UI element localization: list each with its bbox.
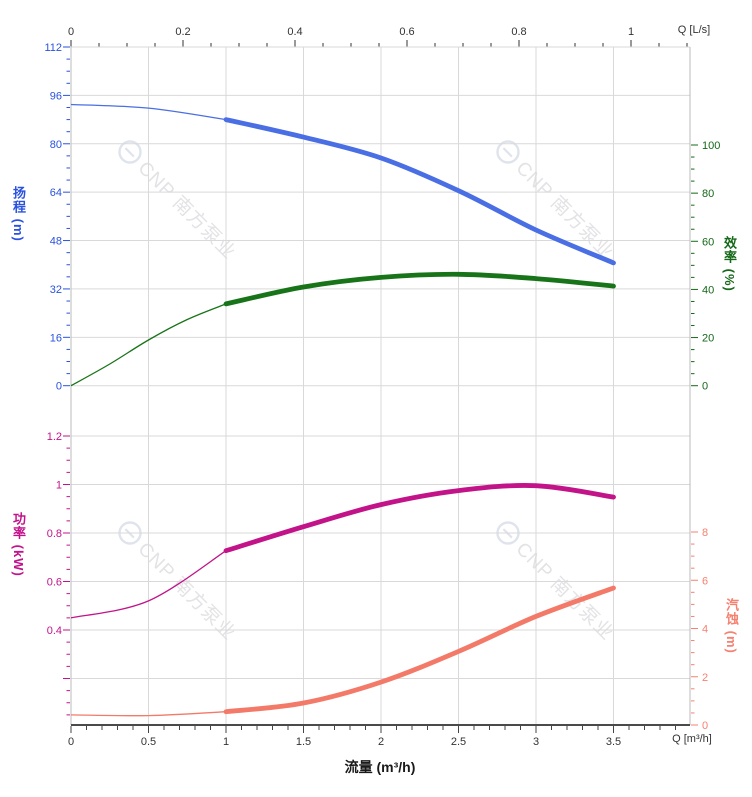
efficiency-curve [70,271,616,387]
plot-border [70,47,691,726]
power-curve [70,483,616,619]
head-curve-thin [70,103,227,121]
efficiency-axis-tick-label: 40 [702,284,714,296]
power-axis-title: 功率 (kW) [11,512,26,577]
head-axis-tick-label: 80 [50,139,62,151]
efficiency-axis-tick-label: 0 [702,381,708,393]
efficiency-curve-thick [223,271,616,307]
head-axis-tick-label: 96 [50,90,62,102]
power-curve-thick [223,483,616,554]
head-axis-tick-label: 32 [50,284,62,296]
top-axis-ticks: 0 0.2 0.4 0.6 0.8 1 [68,26,688,47]
watermark-text: CNP 南方泵业 [512,157,619,264]
power-axis-tick-label: 1.2 [47,431,62,443]
power-curve-thin [70,550,227,619]
head-axis-tick-label: 48 [50,236,62,248]
bottom-axis-tick-label: 1 [223,736,229,748]
bottom-axis-tick-label: 3 [533,736,539,748]
power-axis-tick-label: 0.6 [47,577,62,589]
head-axis-title: 扬程 (m) [11,186,26,242]
head-curve-thick [223,117,616,266]
bottom-axis-tick-label: 1.5 [296,736,311,748]
npsh-axis-title: 汽蚀 (m) [724,598,739,654]
head-axis-tick-label: 64 [50,187,62,199]
efficiency-axis-tick-label: 60 [702,236,714,248]
efficiency-axis-tick-label: 20 [702,333,714,345]
head-axis-tick-label: 16 [50,332,62,344]
top-axis-tick-label: 0.8 [511,26,526,38]
npsh-axis-tick-label: 0 [702,720,708,732]
watermark-text: CNP 南方泵业 [134,538,241,645]
top-axis-tick-label: 1 [628,26,634,38]
bottom-axis-tick-label: 0.5 [141,736,156,748]
watermark: CNP 南方泵业 [118,140,241,264]
npsh-axis-ticks: 0 2 4 6 8 [691,527,708,732]
head-axis-tick-label: 0 [56,381,62,393]
bottom-axis-unit-label: Q [m³/h] [672,733,712,745]
head-curve [70,103,616,266]
power-axis-ticks: 0.4 0.6 0.8 1 1.2 [47,431,70,716]
head-axis-tick-label: 112 [44,42,62,54]
top-axis-tick-label: 0.2 [175,26,190,38]
npsh-axis-tick-label: 4 [702,624,708,636]
efficiency-axis-tick-label: 100 [702,140,720,152]
top-axis-tick-label: 0.6 [399,26,414,38]
efficiency-curve-thin [70,303,227,387]
bottom-axis-tick-label: 0 [68,736,74,748]
head-axis-ticks: 0 16 32 48 64 80 96 112 [44,42,70,393]
efficiency-axis-ticks: 0 20 40 60 80 100 [691,140,720,393]
gridlines [71,46,690,725]
npsh-curve-thick [223,585,616,715]
npsh-axis-tick-label: 6 [702,575,708,587]
npsh-curve [70,585,616,717]
power-axis-tick-label: 0.4 [47,625,62,637]
top-axis-tick-label: 0 [68,26,74,38]
bottom-axis-tick-label: 2 [378,736,384,748]
efficiency-axis-title: 效率 (%) [722,236,737,292]
npsh-axis-tick-label: 2 [702,672,708,684]
power-axis-tick-label: 1 [56,480,62,492]
npsh-axis-tick-label: 8 [702,527,708,539]
top-axis-unit-label: Q [L/s] [677,24,711,36]
bottom-axis-ticks: 0 0.5 1 1.5 2 2.5 3 3.5 [68,726,676,748]
bottom-axis-tick-label: 2.5 [451,736,466,748]
watermark-text: CNP 南方泵业 [134,157,241,264]
bottom-axis-tick-label: 3.5 [606,736,621,748]
watermark: CNP 南方泵业 [496,140,619,264]
npsh-curve-thin [70,711,227,717]
flow-axis-title: 流量 (m³/h) [344,759,416,775]
power-axis-tick-label: 0.8 [47,528,62,540]
top-axis-tick-label: 0.4 [287,26,302,38]
efficiency-axis-tick-label: 80 [702,188,714,200]
